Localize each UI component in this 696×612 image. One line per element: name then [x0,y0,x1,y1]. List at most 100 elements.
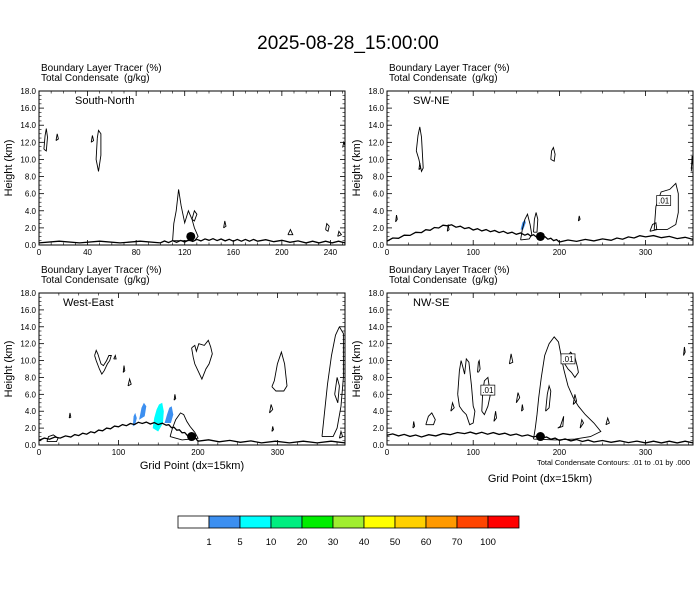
panel-label: NW-SE [413,297,449,309]
plot-frame [386,292,694,446]
condensate-contour [446,224,450,232]
x-tick-label: 300 [639,448,653,457]
contour-label: .01 [658,197,670,206]
y-tick-label: 8.0 [25,373,37,382]
y-tick-label: 14.0 [368,323,384,332]
condensate-contour [425,412,436,426]
condensate-contour [113,354,117,360]
condensate-contour [683,346,686,356]
storm-marker [535,432,545,442]
plot-frame [38,90,346,246]
condensate-contour [173,394,177,401]
y-axis-label: Height (km) [3,341,15,398]
panel-header-condensate: Total Condensate [389,73,467,84]
y-axis-label: Height (km) [351,140,363,197]
tracer-fill [164,406,174,423]
colorbar-label: 5 [237,537,242,548]
y-tick-label: 12.0 [20,138,36,147]
boundary-layer-line [386,224,694,243]
plot-frame [38,292,346,446]
condensate-contour [550,146,556,162]
boundary-layer-line [38,237,346,244]
condensate-contour [90,135,95,143]
y-tick-label: 16.0 [20,306,36,315]
x-tick-label: 0 [385,448,390,457]
x-tick-label: 0 [385,248,390,257]
condensate-contour [649,222,658,232]
condensate-contour [481,376,491,416]
plot-frame [386,90,694,246]
panel-header-condensate: Total Condensate [41,275,119,286]
y-tick-label: 10.0 [368,357,384,366]
y-tick-label: 8.0 [373,373,385,382]
y-tick-label: 8.0 [25,173,37,182]
panel-header-tracer-unit: (%) [494,63,510,74]
panel-label: West-East [63,297,114,309]
tracer-fill [132,412,137,427]
y-tick-label: 10.0 [20,357,36,366]
x-tick-label: 240 [324,248,338,257]
x-tick-label: 200 [191,448,205,457]
x-tick-label: 200 [553,248,567,257]
y-tick-label: 12.0 [368,340,384,349]
condensate-contour [508,353,514,365]
y-tick-label: 18.0 [368,87,384,96]
panel-label: SW-NE [413,95,449,107]
y-tick-label: 6.0 [25,190,37,199]
colorbar-label: 50 [390,537,401,548]
condensate-contour [338,429,344,439]
y-tick-label: 0.0 [373,241,385,250]
y-tick-label: 10.0 [20,155,36,164]
condensate-contour [94,349,112,375]
contour-label: .01 [482,386,494,395]
condensate-contour [55,133,59,141]
x-tick-label: 80 [132,248,141,257]
condensate-contour [395,215,398,223]
storm-marker [187,432,197,442]
colorbar-swatch [425,515,458,529]
y-tick-label: 6.0 [373,190,385,199]
colorbar-label: 30 [328,537,339,548]
colorbar-label: 40 [359,537,370,548]
condensate-contour [533,336,602,441]
condensate-contour [95,129,102,172]
x-tick-label: 100 [467,248,481,257]
tracer-fill [152,402,164,432]
condensate-contour [450,401,455,412]
panel-header-condensate-unit: (g/kg) [124,73,150,84]
x-axis-label-nw-se: Grid Point (dx=15km) [488,473,592,485]
y-tick-label: 14.0 [20,323,36,332]
figure-title: 2025-08-28_15:00:00 [257,33,439,54]
contour-label: .01 [562,355,574,364]
colorbar-swatch [487,515,520,529]
x-tick-label: 200 [275,248,289,257]
x-tick-label: 200 [553,448,567,457]
y-tick-label: 14.0 [368,121,384,130]
y-tick-label: 2.0 [373,424,385,433]
panel-south-north: Boundary Layer Tracer (%) Total Condensate… [3,63,346,257]
panel-west-east: Boundary Layer Tracer (%) Total Condensate… [3,265,346,457]
colorbar-swatch [208,515,241,529]
condensate-contour [271,426,274,432]
boundary-layer-line [38,421,346,444]
condensate-contour [493,411,497,422]
colorbar-swatch [301,515,334,529]
y-tick-label: 16.0 [368,306,384,315]
panel-header-tracer-unit: (%) [494,265,510,276]
panel-label: South-North [75,95,134,107]
condensate-contour [572,394,578,405]
condensate-contour [577,215,581,222]
colorbar-label: 1 [206,537,211,548]
x-tick-label: 0 [37,248,42,257]
condensate-contour [412,421,416,429]
panel-header-tracer: Boundary Layer Tracer [41,63,143,74]
colorbar-swatch [177,515,210,529]
panel-header-tracer: Boundary Layer Tracer [41,265,143,276]
panel-header-tracer: Boundary Layer Tracer [389,63,491,74]
y-tick-label: 0.0 [25,241,37,250]
condensate-contour [557,416,565,429]
storm-marker [535,231,545,241]
y-tick-label: 4.0 [25,407,37,416]
colorbar-label: 60 [421,537,432,548]
condensate-contour [337,230,343,237]
